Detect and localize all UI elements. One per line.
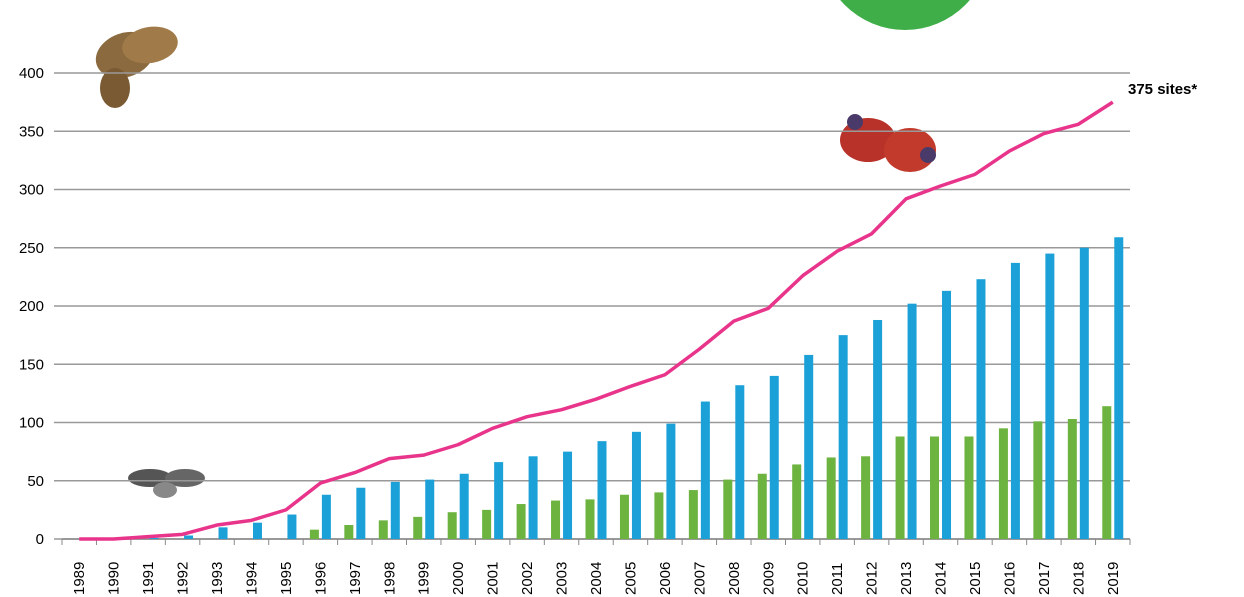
x-tick-label: 2003	[554, 562, 571, 595]
bar	[287, 515, 296, 539]
bar	[632, 432, 641, 539]
bar	[964, 436, 973, 539]
bar	[723, 480, 732, 539]
butterfly-marbled	[128, 469, 205, 498]
x-tick-label: 2009	[760, 562, 777, 595]
bar	[908, 304, 917, 539]
bar	[861, 456, 870, 539]
chart: 0 50 100 150 200 250 300 350 400 1989 1990 1991 1992…	[0, 0, 1244, 597]
bar	[379, 520, 388, 539]
bar	[448, 512, 457, 539]
bar	[551, 501, 560, 539]
x-tick-label: 2002	[519, 562, 536, 595]
y-tick-label: 150	[19, 356, 44, 373]
annotation: 375 sites*	[1128, 81, 1197, 98]
y-tick-label: 0	[36, 531, 44, 548]
x-tick-label: 2012	[864, 562, 881, 595]
x-tick-label: 2018	[1070, 562, 1087, 595]
bar	[735, 385, 744, 539]
bar	[999, 428, 1008, 539]
bar	[598, 441, 607, 539]
bar	[344, 525, 353, 539]
x-tick-label: 2001	[485, 562, 502, 595]
bar	[701, 402, 710, 539]
x-tick-label: 2016	[1001, 562, 1018, 595]
bar	[873, 320, 882, 539]
decor-circle	[820, 0, 990, 30]
bar	[310, 530, 319, 539]
bar	[1011, 263, 1020, 539]
bar	[1114, 237, 1123, 539]
bar	[1102, 406, 1111, 539]
bar	[563, 452, 572, 539]
x-tick-label: 1991	[140, 562, 157, 595]
y-tick-label: 400	[19, 65, 44, 82]
bar	[976, 279, 985, 539]
x-tick-label: 2008	[726, 562, 743, 595]
bar	[839, 335, 848, 539]
x-tick-label: 2014	[933, 562, 950, 595]
x-tick-label: 1997	[347, 562, 364, 595]
bar	[356, 488, 365, 539]
x-tick-label: 1989	[71, 562, 88, 595]
bar	[1068, 419, 1077, 539]
x-tick-label: 2007	[691, 562, 708, 595]
bar	[930, 436, 939, 539]
x-tick-label: 1995	[278, 562, 295, 595]
bar	[460, 474, 469, 539]
bar	[792, 464, 801, 539]
bar	[689, 490, 698, 539]
bar	[620, 495, 629, 539]
bar	[529, 456, 538, 539]
y-tick-label: 350	[19, 123, 44, 140]
x-tick-label: 1994	[243, 562, 260, 595]
bar	[494, 462, 503, 539]
x-tick-label: 1992	[175, 562, 192, 595]
x-tick-label: 2000	[450, 562, 467, 595]
bar	[425, 480, 434, 539]
x-tick-label: 1999	[416, 562, 433, 595]
bar	[1033, 421, 1042, 539]
line	[79, 102, 1113, 539]
y-tick-label: 300	[19, 182, 44, 199]
y-tick-label: 100	[19, 415, 44, 432]
bar	[413, 517, 422, 539]
x-tick-label: 2017	[1036, 562, 1053, 595]
y-tick-label: 200	[19, 298, 44, 315]
x-tick-label: 1990	[106, 562, 123, 595]
bar	[827, 457, 836, 539]
x-tick-label: 2004	[588, 562, 605, 595]
x-tick-label: 2013	[898, 562, 915, 595]
y-tick-label: 250	[19, 240, 44, 257]
bar	[666, 424, 675, 539]
bar	[482, 510, 491, 539]
y-tick-label: 50	[27, 473, 44, 490]
x-tick-label: 1993	[209, 562, 226, 595]
x-tick-label: 1996	[312, 562, 329, 595]
butterfly-top	[89, 22, 180, 108]
x-tick-label: 2010	[795, 562, 812, 595]
bar	[253, 523, 262, 539]
bar	[654, 492, 663, 539]
bar	[1045, 254, 1054, 539]
bar	[942, 291, 951, 539]
bar	[1080, 248, 1089, 539]
x-tick-label: 1998	[381, 562, 398, 595]
x-tick-label: 2015	[967, 562, 984, 595]
bar	[896, 436, 905, 539]
x-tick-label: 2011	[829, 563, 846, 595]
butterfly-peacock	[840, 114, 936, 172]
bar	[758, 474, 767, 539]
x-tick-label: 2006	[657, 562, 674, 595]
x-tick-label: 2005	[622, 562, 639, 595]
bar	[770, 376, 779, 539]
bar	[586, 499, 595, 539]
bar	[322, 495, 331, 539]
bar	[517, 504, 526, 539]
bar	[391, 482, 400, 539]
bar	[219, 527, 228, 539]
bar	[184, 536, 193, 539]
x-tick-label: 2019	[1105, 562, 1122, 595]
bar	[804, 355, 813, 539]
